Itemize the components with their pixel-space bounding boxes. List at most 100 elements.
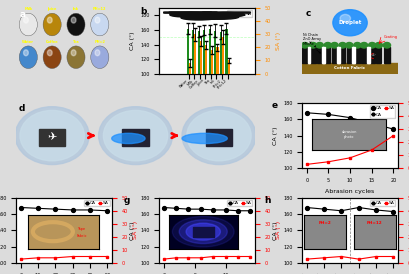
FancyBboxPatch shape [163,12,211,13]
Legend: CA, SA: CA, SA [369,200,395,206]
Circle shape [332,10,366,36]
Circle shape [186,15,222,19]
Circle shape [382,42,390,48]
Y-axis label: SA (°): SA (°) [276,221,281,239]
FancyBboxPatch shape [331,47,336,63]
Circle shape [197,14,233,19]
FancyBboxPatch shape [336,47,339,63]
FancyBboxPatch shape [324,47,330,63]
Text: ✈: ✈ [47,133,57,142]
FancyBboxPatch shape [361,47,366,63]
FancyBboxPatch shape [197,14,244,15]
Circle shape [47,17,52,23]
FancyBboxPatch shape [346,47,351,63]
Bar [192,30,194,146]
Circle shape [203,15,238,19]
Text: MXene: MXene [302,42,320,53]
Circle shape [20,110,84,161]
Text: ZnO Array: ZnO Array [302,37,320,47]
Y-axis label: SA (°): SA (°) [133,221,138,239]
FancyBboxPatch shape [351,47,354,63]
FancyBboxPatch shape [302,63,397,73]
Bar [197,32,199,146]
Legend: CA, SA: CA, SA [226,200,252,206]
Text: Juice: Juice [47,7,57,11]
Text: d: d [19,104,25,113]
FancyBboxPatch shape [205,129,231,146]
Circle shape [315,42,323,48]
Circle shape [169,12,205,17]
CA [369,122,373,125]
Circle shape [187,110,251,161]
FancyBboxPatch shape [191,13,239,15]
Text: e: e [271,101,277,110]
Circle shape [95,17,99,23]
Text: a: a [19,10,25,19]
CA [325,113,330,116]
SA [325,160,330,163]
Circle shape [374,42,382,48]
CA [390,127,395,131]
Bar [186,28,188,146]
Text: Air: Air [371,53,375,58]
FancyBboxPatch shape [321,47,324,63]
CA [303,111,308,115]
FancyBboxPatch shape [122,129,148,146]
FancyBboxPatch shape [317,47,321,63]
FancyBboxPatch shape [310,47,315,63]
Text: PH=2: PH=2 [94,39,105,44]
FancyBboxPatch shape [180,14,227,15]
Bar [208,29,210,146]
Circle shape [208,12,244,17]
Circle shape [338,42,345,48]
Circle shape [47,50,52,56]
CA [347,116,352,119]
Legend: CA, CA, SA: CA, CA, SA [369,105,395,118]
FancyBboxPatch shape [351,47,354,63]
Circle shape [95,50,99,56]
Circle shape [301,42,308,48]
Circle shape [67,13,85,36]
Line: CA: CA [304,111,394,131]
Circle shape [180,15,216,20]
Text: g: g [123,196,129,205]
FancyBboxPatch shape [302,47,307,63]
Circle shape [353,42,360,48]
Circle shape [15,107,89,165]
Circle shape [191,15,227,19]
SA [390,134,395,137]
Bar [225,28,227,146]
Circle shape [90,46,109,68]
Text: Water: Water [22,39,34,44]
Bar [188,63,190,73]
Bar [216,47,218,73]
Text: Milk: Milk [24,7,32,11]
Circle shape [339,15,350,22]
Ellipse shape [112,133,145,144]
Circle shape [19,13,37,36]
Y-axis label: SA (°): SA (°) [276,32,281,50]
FancyBboxPatch shape [321,47,324,63]
Circle shape [324,42,330,48]
FancyBboxPatch shape [339,47,344,63]
SA [347,156,352,159]
Circle shape [90,13,109,36]
FancyBboxPatch shape [366,47,369,63]
FancyBboxPatch shape [354,47,359,63]
FancyBboxPatch shape [375,47,380,63]
Circle shape [330,42,337,48]
Line: SA: SA [305,134,394,166]
Bar [227,61,229,73]
Circle shape [23,17,28,23]
Circle shape [360,42,367,48]
Text: b: b [140,7,146,16]
Bar [194,34,196,73]
Circle shape [99,107,172,165]
Circle shape [368,42,375,48]
FancyBboxPatch shape [186,14,233,15]
Circle shape [71,17,76,23]
Text: Droplet: Droplet [337,20,361,25]
SA [369,148,373,152]
FancyBboxPatch shape [383,47,389,63]
FancyBboxPatch shape [369,47,374,63]
